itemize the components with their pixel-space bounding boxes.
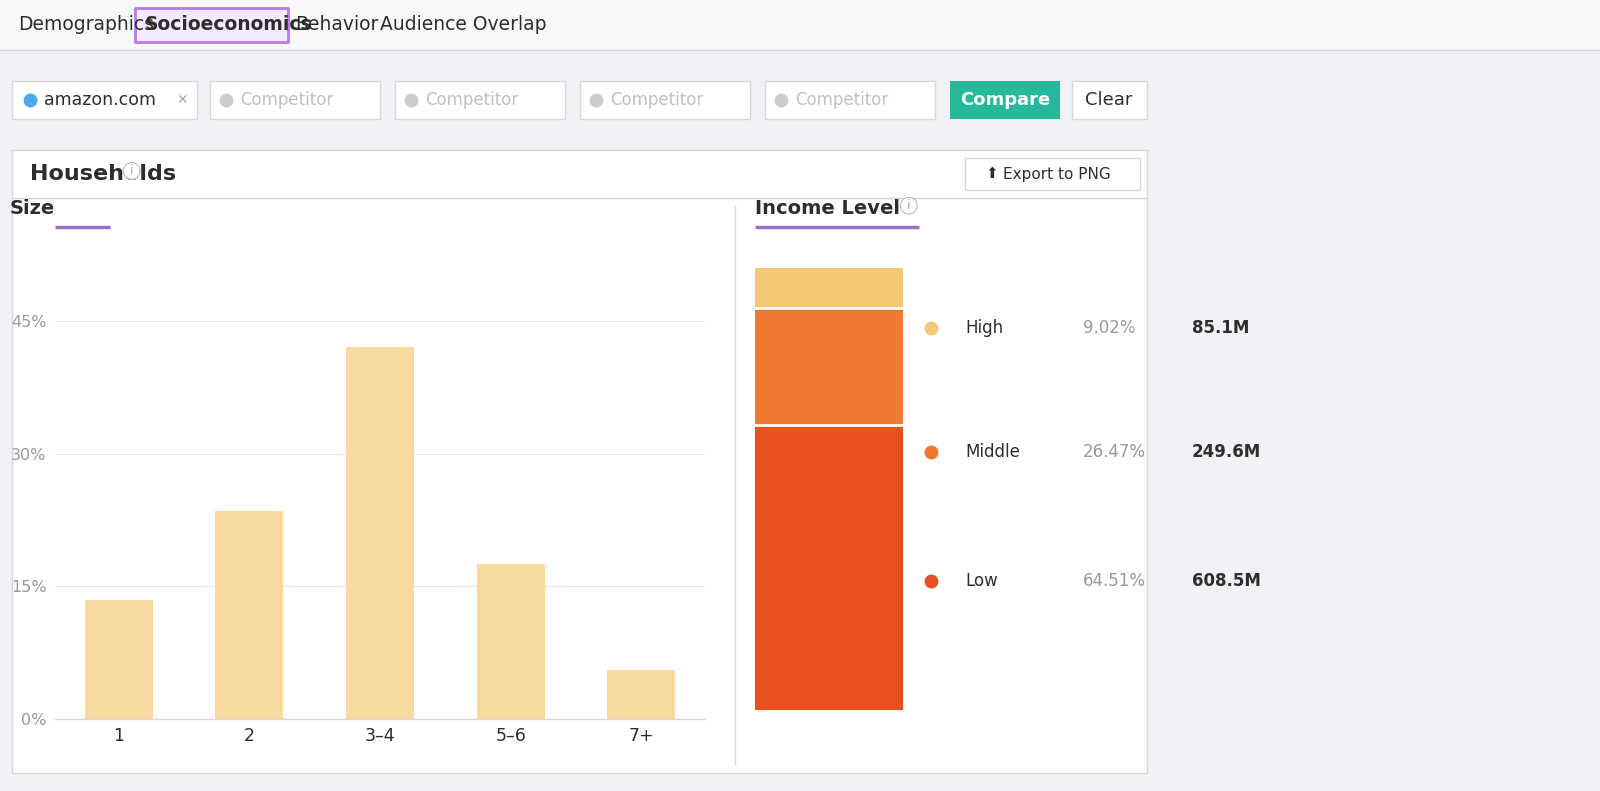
Text: Competitor: Competitor <box>795 91 888 109</box>
Text: Size: Size <box>10 199 54 218</box>
Bar <box>13 198 1147 773</box>
Text: i: i <box>130 165 133 177</box>
Bar <box>965 158 1139 190</box>
Text: Low: Low <box>966 572 998 590</box>
Bar <box>346 347 414 719</box>
Text: ✕: ✕ <box>176 93 187 107</box>
Bar <box>755 268 902 308</box>
Bar <box>0 0 1600 50</box>
Text: Competitor: Competitor <box>240 91 333 109</box>
Bar <box>134 8 288 42</box>
Text: Households: Households <box>30 164 176 184</box>
Text: Clear: Clear <box>1085 91 1133 109</box>
Text: 64.51%: 64.51% <box>1083 572 1146 590</box>
Text: 249.6M: 249.6M <box>1192 443 1261 461</box>
Bar <box>13 150 1147 198</box>
Text: Behavior: Behavior <box>294 16 378 35</box>
Bar <box>210 81 381 119</box>
Text: Middle: Middle <box>966 443 1021 461</box>
Text: i: i <box>907 199 910 212</box>
Text: Demographics: Demographics <box>18 16 154 35</box>
Text: 9.02%: 9.02% <box>1083 319 1134 337</box>
Text: ⬆: ⬆ <box>986 166 998 181</box>
Text: Competitor: Competitor <box>610 91 704 109</box>
Bar <box>395 81 565 119</box>
Bar <box>755 308 902 425</box>
Text: Compare: Compare <box>960 91 1050 109</box>
Text: Income Level: Income Level <box>755 199 899 218</box>
Bar <box>85 600 152 719</box>
Text: 85.1M: 85.1M <box>1192 319 1250 337</box>
Bar <box>765 81 934 119</box>
Text: Competitor: Competitor <box>426 91 518 109</box>
Text: Export to PNG: Export to PNG <box>1003 166 1110 181</box>
Bar <box>216 511 283 719</box>
Bar <box>579 81 750 119</box>
Text: amazon.com: amazon.com <box>45 91 157 109</box>
Text: Socioeconomics: Socioeconomics <box>146 16 312 35</box>
Bar <box>13 81 197 119</box>
Text: High: High <box>966 319 1003 337</box>
Bar <box>477 564 544 719</box>
Text: 608.5M: 608.5M <box>1192 572 1261 590</box>
Text: Audience Overlap: Audience Overlap <box>381 16 547 35</box>
Bar <box>755 425 902 710</box>
Bar <box>950 81 1059 119</box>
Text: 26.47%: 26.47% <box>1083 443 1146 461</box>
Bar <box>608 670 675 719</box>
Bar <box>1072 81 1147 119</box>
